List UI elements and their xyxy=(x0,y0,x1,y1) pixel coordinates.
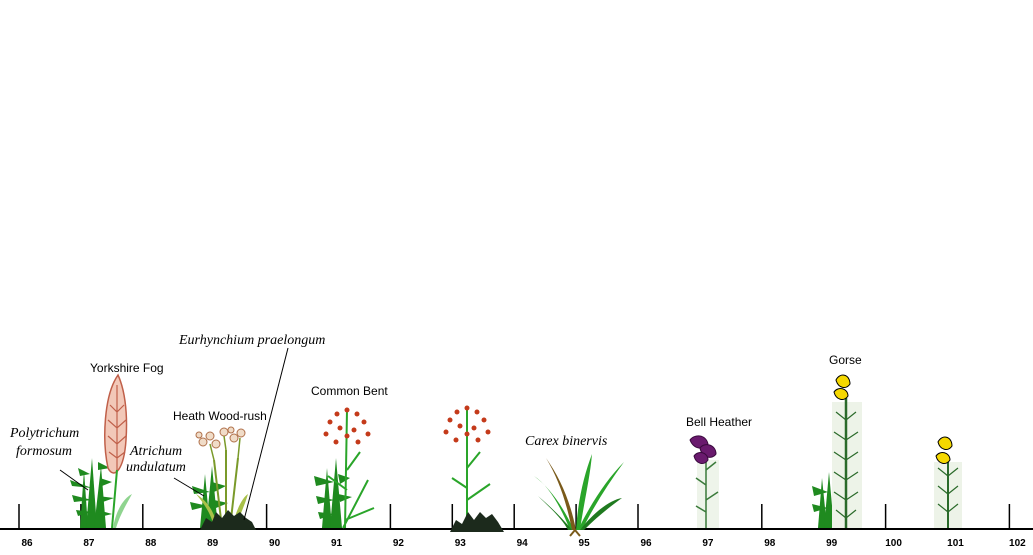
label-atrichum-line1: Atrichum xyxy=(129,444,182,459)
tick-label: 101 xyxy=(947,538,964,549)
tick-label: 90 xyxy=(269,538,281,549)
common-bent-plant-93 xyxy=(443,405,491,528)
tick-label: 95 xyxy=(579,538,591,549)
carex-binervis-plant xyxy=(534,454,624,537)
tick-label: 102 xyxy=(1009,538,1026,549)
tick-label: 98 xyxy=(764,538,776,549)
tick-label: 93 xyxy=(455,538,467,549)
tick-label: 94 xyxy=(517,538,529,549)
tick-label: 87 xyxy=(83,538,95,549)
tick-label: 92 xyxy=(393,538,405,549)
tick-label: 86 xyxy=(21,538,33,549)
transect-ticks: 86 87 88 89 90 91 92 93 94 95 96 97 98 99 100 101 102 xyxy=(18,504,1026,549)
label-bell-heather: Bell Heather xyxy=(686,415,752,429)
tick-label: 100 xyxy=(885,538,902,549)
label-common-bent: Common Bent xyxy=(311,384,388,398)
leader-lines xyxy=(59,347,289,521)
label-yorkshire-fog: Yorkshire Fog xyxy=(90,361,164,375)
polytrichum-moss-87 xyxy=(70,458,114,528)
polytrichum-moss-91 xyxy=(314,458,352,528)
bell-heather-plant xyxy=(689,435,719,528)
common-bent-plant-91 xyxy=(323,407,375,529)
label-eurhynchium: Eurhynchium praelongum xyxy=(178,333,325,348)
label-gorse: Gorse xyxy=(829,353,862,367)
tick-label: 97 xyxy=(702,538,714,549)
tick-label: 89 xyxy=(207,538,219,549)
eurhynchium-moss-89 xyxy=(200,510,256,530)
label-polytrichum-line2: formosum xyxy=(16,444,72,459)
eurhynchium-moss-93 xyxy=(450,512,504,532)
gorse-plant-101 xyxy=(934,436,962,528)
tick-label: 88 xyxy=(145,538,157,549)
gorse-plant-99 xyxy=(832,374,862,528)
label-atrichum-line2: undulatum xyxy=(126,460,186,475)
tick-label: 91 xyxy=(331,538,343,549)
label-polytrichum-line1: Polytrichum xyxy=(9,426,79,441)
label-carex: Carex binervis xyxy=(525,434,608,449)
tick-label: 96 xyxy=(640,538,652,549)
tick-label: 99 xyxy=(826,538,838,549)
label-heath-wood-rush: Heath Wood-rush xyxy=(173,409,267,423)
yorkshire-fog-plant xyxy=(104,373,132,529)
